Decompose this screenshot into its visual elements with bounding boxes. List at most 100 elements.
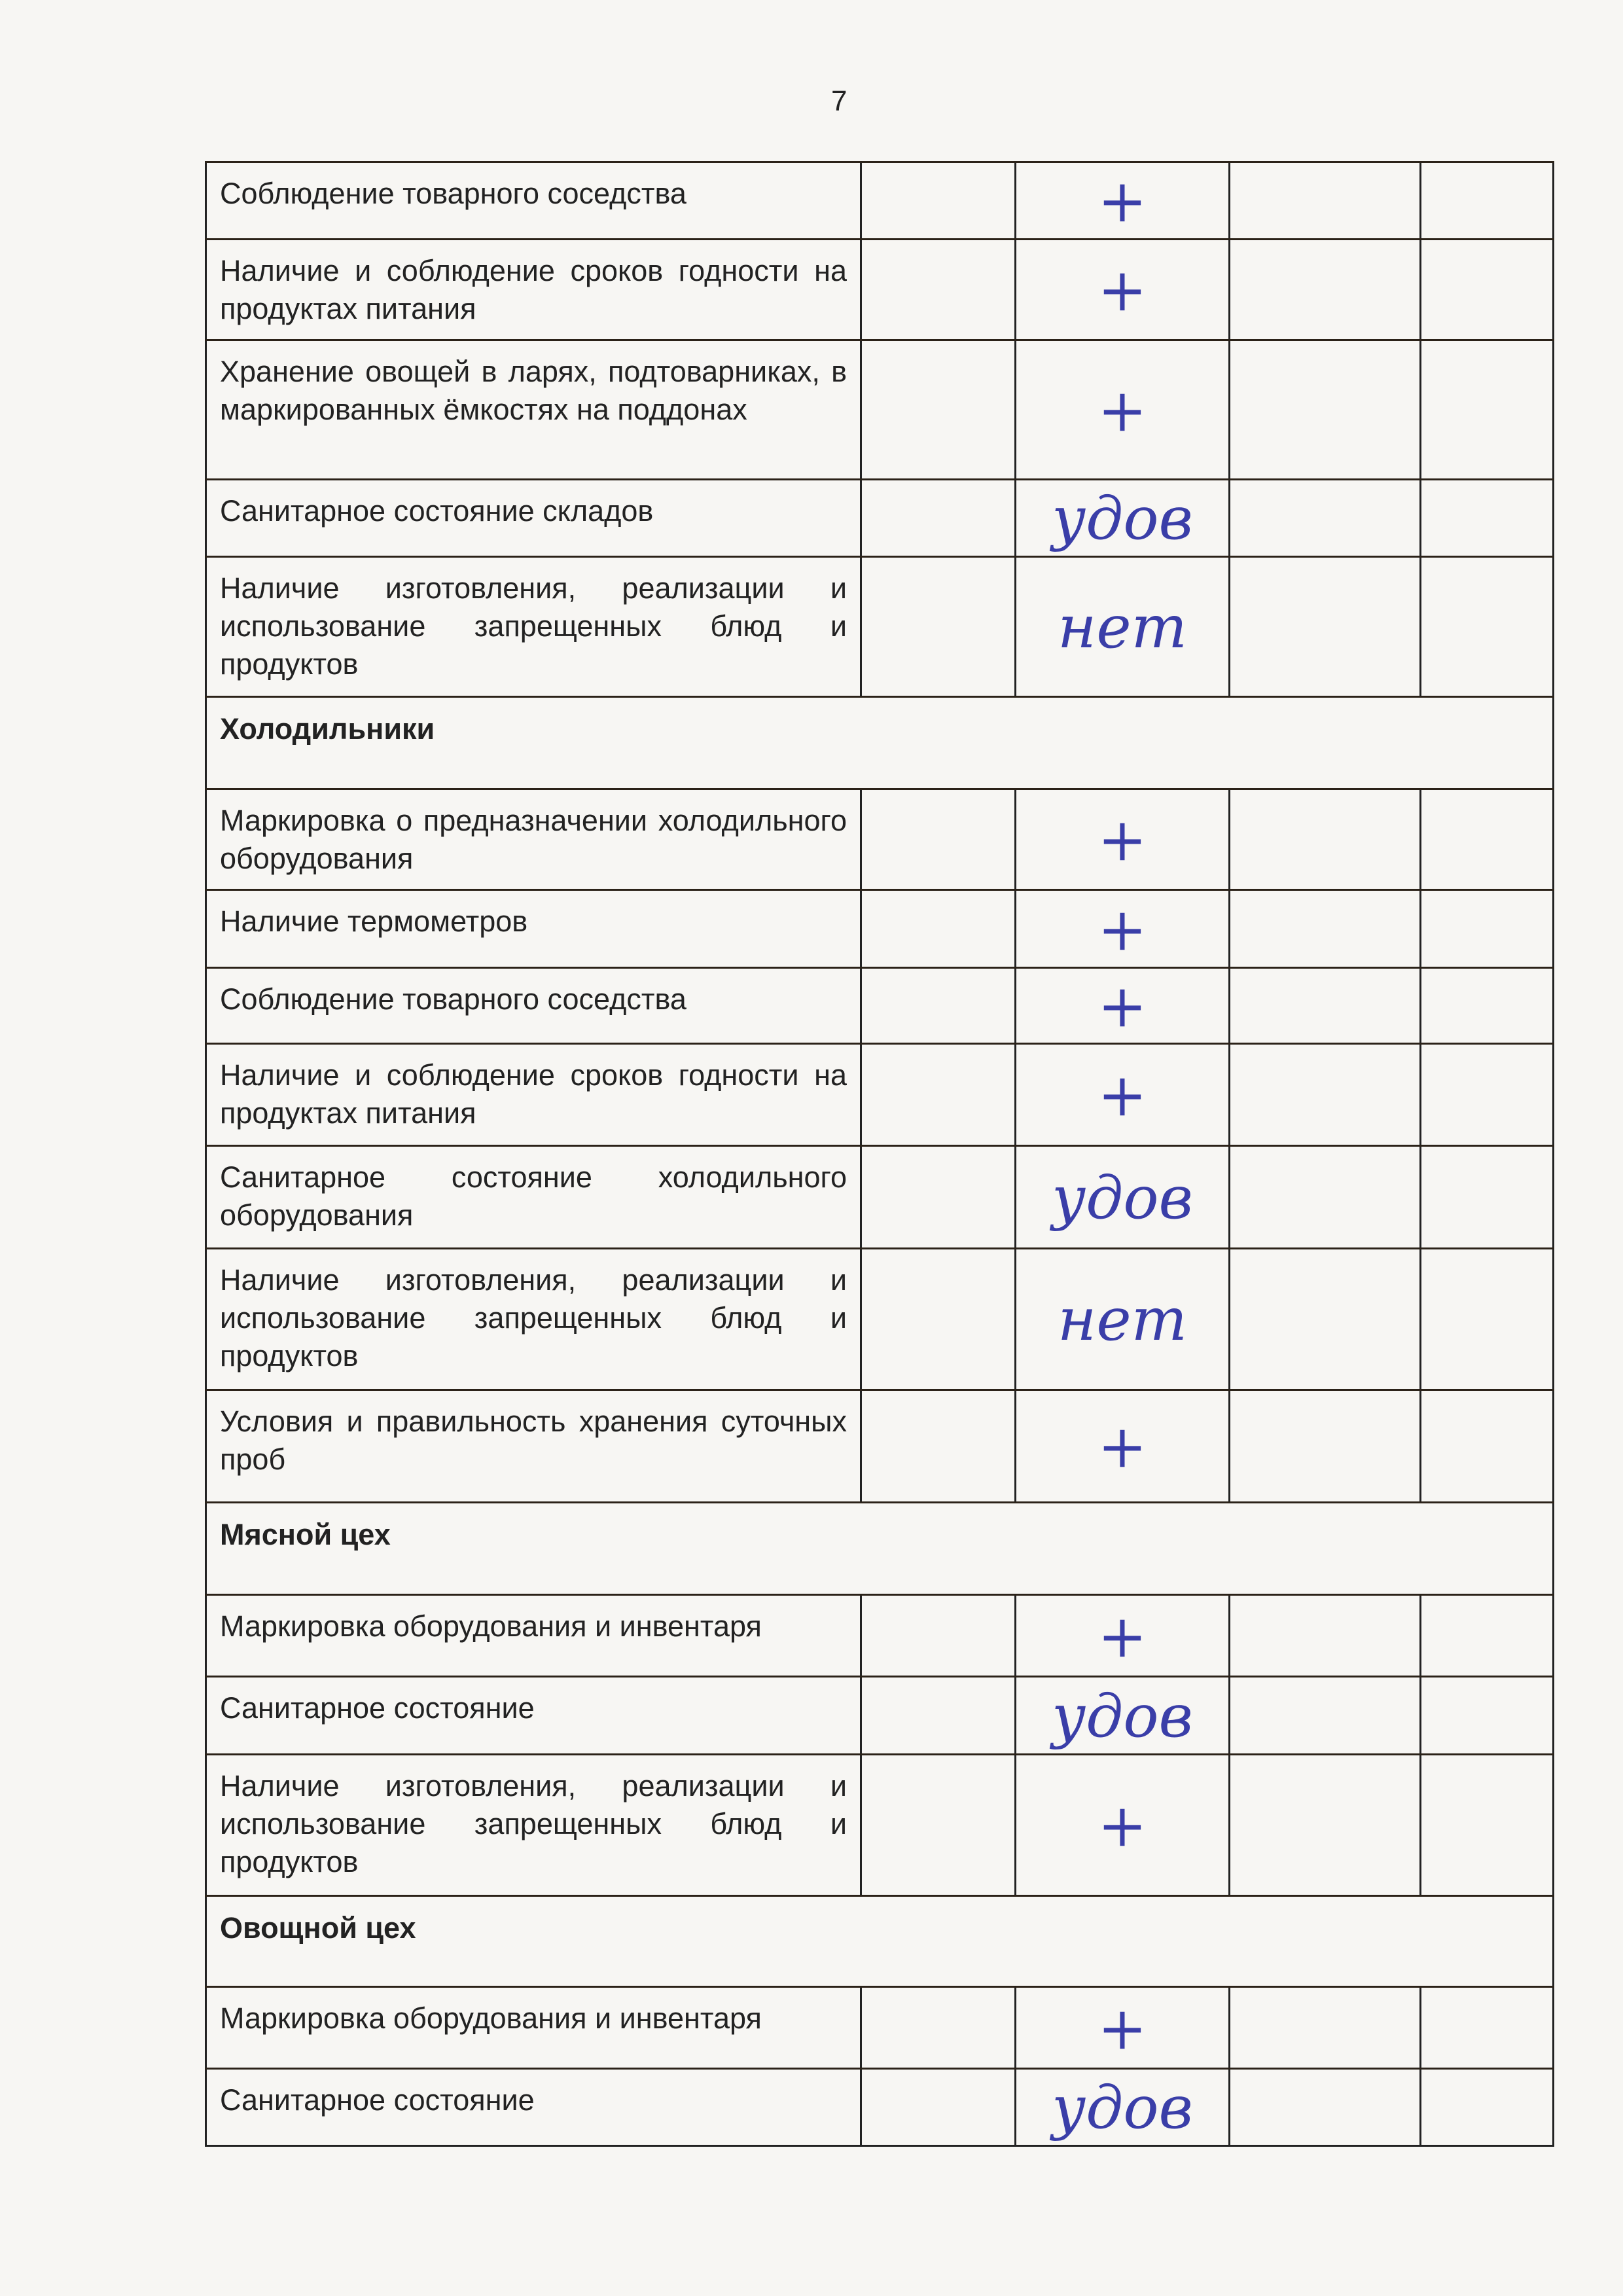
empty-cell (1228, 1045, 1419, 1145)
empty-cell (1228, 1147, 1419, 1247)
result-cell: + (1014, 891, 1228, 967)
empty-cell (1419, 163, 1554, 238)
empty-cell (860, 1249, 1014, 1389)
empty-cell (1419, 2070, 1554, 2145)
result-cell: + (1014, 341, 1228, 478)
criterion-cell: Санитарное состояние (205, 2070, 860, 2145)
criterion-cell: Наличие изготовления, реализации и испол… (205, 558, 860, 696)
empty-cell (1228, 1988, 1419, 2068)
section-header-row: Мясной цех (205, 1501, 1554, 1594)
handwritten-mark: + (1097, 895, 1147, 964)
section-title: Мясной цех (220, 1518, 391, 1551)
section-cell: Мясной цех (205, 1503, 1554, 1594)
criterion-text: Наличие изготовления, реализации и испол… (220, 571, 847, 681)
empty-cell (1419, 1045, 1554, 1145)
criterion-cell: Наличие и соблюдение сроков годности на … (205, 1045, 860, 1145)
result-cell: нет (1014, 1249, 1228, 1389)
empty-cell (1419, 1677, 1554, 1753)
empty-cell (1228, 558, 1419, 696)
criterion-cell: Маркировка о предназначении холодильного… (205, 790, 860, 889)
result-cell: + (1014, 1391, 1228, 1501)
empty-cell (1419, 240, 1554, 339)
handwritten-mark: + (1097, 1994, 1147, 2063)
table-row: Соблюдение товарного соседства + (205, 967, 1554, 1043)
empty-cell (1419, 1147, 1554, 1247)
result-cell: нет (1014, 558, 1228, 696)
section-title: Холодильники (220, 712, 435, 745)
table-bottom-border (205, 2145, 1554, 2147)
empty-cell (860, 240, 1014, 339)
table-row: Санитарное состояние холодильного оборуд… (205, 1145, 1554, 1247)
empty-cell (860, 480, 1014, 556)
empty-cell (1419, 1391, 1554, 1501)
empty-cell (1419, 480, 1554, 556)
handwritten-mark: + (1097, 167, 1147, 236)
empty-cell (860, 163, 1014, 238)
table-row: Хранение овощей в ларях, подтоварниках, … (205, 339, 1554, 478)
handwritten-mark: нет (1058, 593, 1187, 662)
table-row: Соблюдение товарного соседства + (205, 161, 1554, 238)
empty-cell (1228, 969, 1419, 1043)
empty-cell (1228, 480, 1419, 556)
table-row: Наличие и соблюдение сроков годности на … (205, 1043, 1554, 1145)
table-row: Маркировка оборудования и инвентаря + (205, 1986, 1554, 2068)
empty-cell (1228, 2070, 1419, 2145)
criterion-text: Санитарное состояние (220, 1691, 535, 1725)
result-cell: удов (1014, 2070, 1228, 2145)
criterion-cell: Санитарное состояние (205, 1677, 860, 1753)
criterion-text: Соблюдение товарного соседства (220, 982, 687, 1016)
criterion-text: Маркировка о предназначении холодильного… (220, 804, 847, 875)
criterion-text: Условия и правильность хранения суточных… (220, 1405, 847, 1476)
criterion-cell: Соблюдение товарного соседства (205, 163, 860, 238)
empty-cell (1228, 1249, 1419, 1389)
empty-cell (1419, 1249, 1554, 1389)
empty-cell (860, 1755, 1014, 1895)
criterion-text: Санитарное состояние (220, 2083, 535, 2117)
handwritten-mark: удов (1052, 1681, 1193, 1751)
handwritten-mark: + (1097, 1602, 1147, 1671)
table-row: Санитарное состояние складов удов (205, 478, 1554, 556)
handwritten-mark: + (1097, 806, 1147, 874)
criterion-cell: Соблюдение товарного соседства (205, 969, 860, 1043)
handwritten-mark: удов (1052, 2073, 1193, 2142)
empty-cell (1419, 341, 1554, 478)
criterion-text: Соблюдение товарного соседства (220, 177, 687, 210)
table-row: Наличие и соблюдение сроков годности на … (205, 238, 1554, 339)
criterion-text: Наличие изготовления, реализации и испол… (220, 1263, 847, 1372)
result-cell: удов (1014, 1147, 1228, 1247)
result-cell: удов (1014, 1677, 1228, 1753)
table-row: Наличие изготовления, реализации и испол… (205, 556, 1554, 696)
table-row: Наличие изготовления, реализации и испол… (205, 1753, 1554, 1895)
handwritten-mark: + (1097, 1412, 1147, 1481)
empty-cell (860, 1988, 1014, 2068)
empty-cell (860, 790, 1014, 889)
result-cell: + (1014, 790, 1228, 889)
handwritten-mark: + (1097, 972, 1147, 1041)
table-row: Санитарное состояние удов (205, 2068, 1554, 2145)
section-title: Овощной цех (220, 1911, 416, 1945)
empty-cell (1419, 969, 1554, 1043)
handwritten-mark: + (1097, 1791, 1147, 1860)
criterion-cell: Хранение овощей в ларях, подтоварниках, … (205, 341, 860, 478)
empty-cell (860, 1045, 1014, 1145)
criterion-cell: Наличие термометров (205, 891, 860, 967)
empty-cell (860, 1596, 1014, 1676)
handwritten-mark: + (1097, 376, 1147, 445)
criterion-text: Наличие и соблюдение сроков годности на … (220, 254, 847, 325)
table-row: Санитарное состояние удов (205, 1676, 1554, 1753)
empty-cell (860, 1391, 1014, 1501)
criterion-cell: Маркировка оборудования и инвентаря (205, 1596, 860, 1676)
empty-cell (860, 1677, 1014, 1753)
empty-cell (1419, 1596, 1554, 1676)
empty-cell (1228, 790, 1419, 889)
criterion-text: Хранение овощей в ларях, подтоварниках, … (220, 355, 847, 426)
criterion-cell: Санитарное состояние складов (205, 480, 860, 556)
empty-cell (860, 558, 1014, 696)
criterion-text: Наличие изготовления, реализации и испол… (220, 1769, 847, 1878)
table-row: Наличие изготовления, реализации и испол… (205, 1247, 1554, 1389)
handwritten-mark: + (1097, 256, 1147, 325)
empty-cell (1419, 1755, 1554, 1895)
empty-cell (1228, 1677, 1419, 1753)
criterion-text: Санитарное состояние складов (220, 494, 654, 528)
result-cell: + (1014, 1045, 1228, 1145)
